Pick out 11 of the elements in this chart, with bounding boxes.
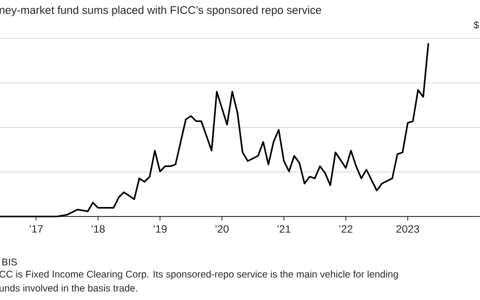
x-tick-label: ’17 [30,225,43,233]
text: unds involved in the basis trade. [0,284,138,292]
y-axis-title: $ [474,20,479,30]
x-tick-label: ’22 [339,225,352,233]
x-tick-label: 2023 [396,225,420,233]
x-tick-label: ’20 [215,225,229,233]
x-tick-label: ’18 [92,225,105,233]
x-tick-label: ’21 [277,225,290,233]
text: BIS [2,258,17,266]
x-tick-label: ’19 [154,225,167,233]
chart-title: ney-market fund sums placed with FICC’s sponsored repo service [0,6,322,16]
